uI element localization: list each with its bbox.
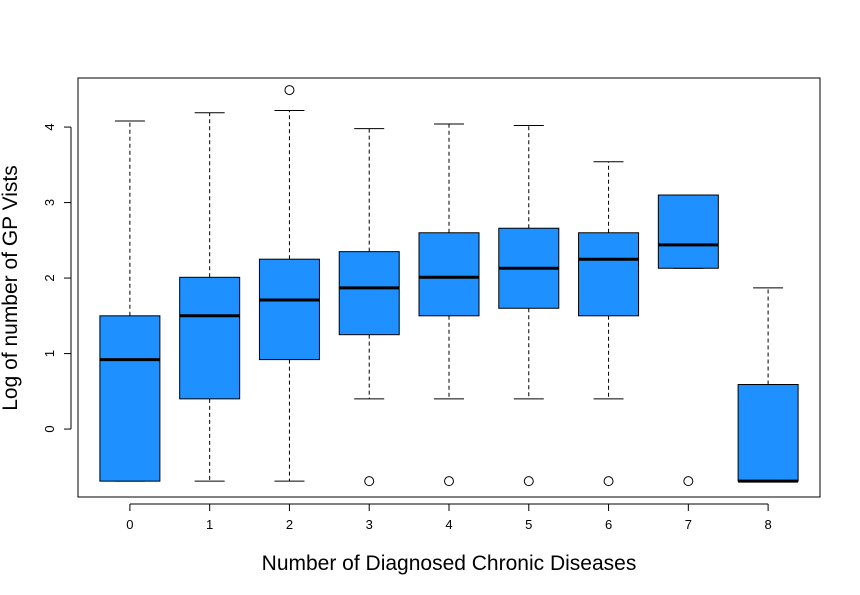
- box-group-8: [737, 287, 799, 483]
- box-group-2: [258, 85, 320, 482]
- box-group-6: [578, 161, 640, 487]
- box-group-0: [99, 120, 161, 482]
- box: [578, 232, 640, 317]
- box-group-7: [657, 194, 719, 487]
- x-axis: 0 1 2 3 4 5 6 7 8: [126, 503, 772, 532]
- box-group-3: [338, 128, 400, 487]
- outlier-point: [683, 476, 694, 487]
- box: [737, 384, 799, 482]
- box-group-4: [418, 123, 480, 487]
- outlier-point: [603, 476, 614, 487]
- outlier-point: [444, 476, 454, 487]
- outlier-point: [364, 476, 375, 487]
- y-axis-title: Log of number of GP Vists: [0, 165, 22, 411]
- x-tick-label: 0: [126, 517, 133, 532]
- box: [179, 276, 241, 400]
- x-tick-label: 6: [605, 517, 612, 532]
- y-tick-label: 1: [42, 350, 57, 357]
- box: [418, 232, 480, 317]
- box: [338, 251, 400, 336]
- y-axis: 0 1 2 3 4: [42, 123, 72, 433]
- x-tick-label: 4: [445, 517, 452, 532]
- x-tick-label: 1: [206, 517, 213, 532]
- x-tick-label: 3: [366, 517, 373, 532]
- box-group-1: [179, 112, 241, 482]
- outlier-point: [284, 85, 295, 96]
- y-tick-label: 3: [42, 199, 57, 206]
- boxes-layer: [99, 85, 799, 487]
- x-axis-title: Number of Diagnosed Chronic Diseases: [262, 552, 637, 575]
- y-tick-label: 4: [42, 123, 57, 130]
- y-tick-label: 2: [42, 274, 57, 281]
- box-group-5: [498, 125, 560, 487]
- box: [657, 194, 719, 269]
- box: [99, 315, 161, 482]
- outlier-point: [523, 476, 534, 487]
- x-tick-label: 7: [685, 517, 692, 532]
- x-tick-label: 2: [286, 517, 293, 532]
- x-tick-label: 5: [525, 517, 532, 532]
- plot-frame: [77, 77, 821, 498]
- x-tick-label: 8: [764, 517, 771, 532]
- box: [258, 258, 320, 361]
- y-tick-label: 0: [42, 425, 57, 432]
